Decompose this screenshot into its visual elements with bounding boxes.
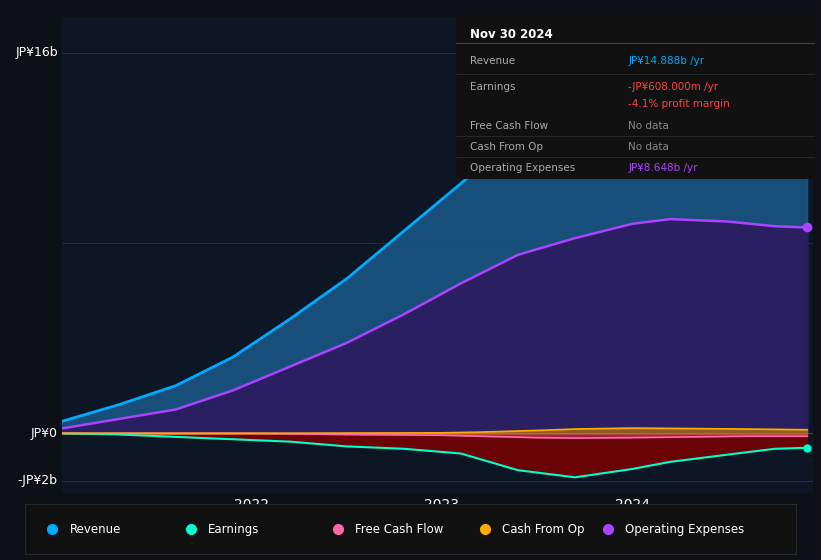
- Text: Cash From Op: Cash From Op: [502, 522, 584, 536]
- Text: JP¥16b: JP¥16b: [16, 46, 57, 59]
- Text: Earnings: Earnings: [470, 82, 516, 92]
- Text: Revenue: Revenue: [70, 522, 121, 536]
- Text: -4.1% profit margin: -4.1% profit margin: [628, 100, 730, 110]
- Text: Operating Expenses: Operating Expenses: [470, 163, 576, 173]
- Text: JP¥14.888b /yr: JP¥14.888b /yr: [628, 55, 704, 66]
- Text: Nov 30 2024: Nov 30 2024: [470, 28, 553, 41]
- Text: -JP¥2b: -JP¥2b: [18, 474, 57, 487]
- Text: -JP¥608.000m /yr: -JP¥608.000m /yr: [628, 82, 718, 92]
- Text: Revenue: Revenue: [470, 55, 515, 66]
- Text: Free Cash Flow: Free Cash Flow: [355, 522, 443, 536]
- Text: Cash From Op: Cash From Op: [470, 142, 543, 152]
- Text: JP¥8.648b /yr: JP¥8.648b /yr: [628, 163, 698, 173]
- Text: Earnings: Earnings: [209, 522, 259, 536]
- Text: No data: No data: [628, 120, 669, 130]
- Text: JP¥0: JP¥0: [31, 427, 57, 440]
- Text: Free Cash Flow: Free Cash Flow: [470, 120, 548, 130]
- Text: No data: No data: [628, 142, 669, 152]
- Text: Operating Expenses: Operating Expenses: [625, 522, 745, 536]
